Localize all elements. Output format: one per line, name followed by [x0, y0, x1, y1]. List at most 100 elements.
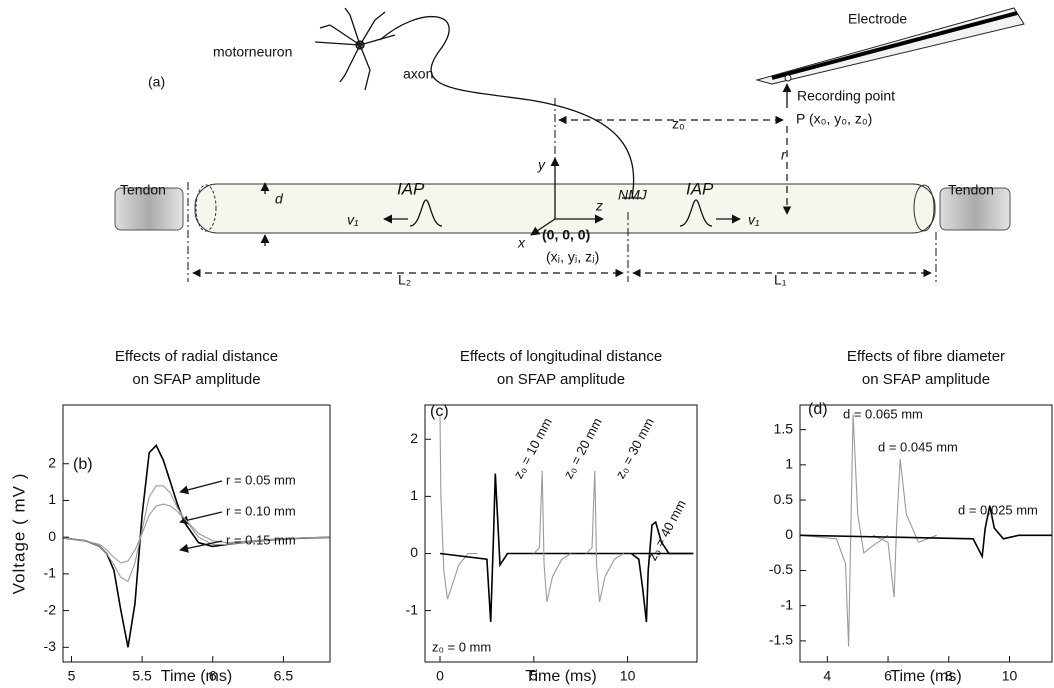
x-tick-label: 6: [884, 668, 892, 684]
diagram-label: z₀: [672, 116, 685, 132]
x-tick-label: 8: [945, 668, 953, 684]
diagram-label: IAP: [686, 179, 714, 198]
chart-title: on SFAP amplitude: [862, 371, 990, 388]
series-label: z₀ = 20 mm: [560, 415, 604, 481]
diagram-label: v₁: [748, 212, 760, 228]
series-label: z₀ = 30 mm: [612, 415, 656, 481]
series-line: [439, 416, 478, 600]
diagram-label: P (x₀, y₀, z₀): [796, 111, 872, 127]
x-tick-label: 10: [620, 668, 636, 684]
diagram-label: x: [517, 235, 526, 251]
x-tick-label: 6: [209, 668, 217, 684]
chart: Effects of radial distance on SFAP amplit…: [9, 348, 331, 685]
x-tick-label: 4: [823, 668, 831, 684]
series-label: d = 0.065 mm: [843, 406, 923, 421]
x-tick-label: 5: [68, 668, 76, 684]
chart: Effects of fibre diameter on SFAP amplitu…: [769, 348, 1053, 685]
iap-pulse: [409, 199, 443, 227]
y-tick-label: 1.5: [774, 420, 794, 436]
series-label: d = 0.045 mm: [878, 439, 958, 454]
panel-label: (a): [148, 74, 165, 90]
y-tick-label: 2: [48, 454, 56, 470]
x-axis-label: Time (ms): [525, 668, 596, 685]
series-line: [800, 505, 1052, 560]
y-tick-label: -1: [781, 596, 794, 612]
y-tick-label: 0.5: [774, 491, 794, 507]
axes-box: [62, 404, 331, 663]
x-tick-label: 5: [530, 668, 538, 684]
series-line: [630, 520, 694, 623]
y-tick-label: -1.5: [769, 632, 793, 648]
axes-box: [799, 404, 1053, 663]
x-tick-label: 6.5: [274, 668, 294, 684]
axis-arrow: [530, 218, 556, 236]
series-line: [872, 459, 937, 598]
recording-point: [784, 74, 792, 82]
y-tick-label: 0: [410, 544, 418, 560]
diagram-label: r: [781, 147, 787, 163]
iap-pulse: [679, 199, 713, 227]
y-tick-label: -1: [406, 601, 419, 617]
label-arrow: [179, 480, 223, 495]
motorneuron-icon: [314, 7, 396, 91]
tendon-left: [114, 187, 184, 231]
x-tick-label: 10: [1002, 668, 1018, 684]
diagram-label: L₂: [398, 272, 411, 288]
x-axis-label: Time (ms): [161, 668, 232, 685]
diagram-label: Recording point: [797, 88, 895, 104]
series-line: [63, 485, 330, 582]
series-label: r = 0.05 mm: [226, 472, 296, 487]
diagram-label: IAP: [397, 179, 425, 198]
diagram-label: motorneuron: [213, 44, 292, 60]
diagram-label: axon: [403, 66, 433, 82]
y-tick-label: -3: [44, 638, 57, 654]
chart-title: on SFAP amplitude: [132, 371, 260, 388]
x-tick-label: 0: [436, 668, 444, 684]
y-tick-label: 1: [48, 491, 56, 507]
chart-title: Effects of longitudinal distance: [460, 348, 662, 365]
diagram-label: v₁: [347, 212, 359, 228]
y-tick-label: 1: [785, 456, 793, 472]
diagram-label: Electrode: [848, 11, 907, 27]
y-tick-label: 0: [48, 528, 56, 544]
diagram-label: (0, 0, 0): [542, 227, 590, 243]
series-line: [63, 503, 330, 564]
chart-title: Effects of radial distance: [115, 348, 278, 365]
diagram-label: y: [537, 157, 546, 173]
series-label: d = 0.025 mm: [958, 502, 1038, 517]
diagram-label: Tendon: [948, 182, 994, 198]
panel-label: (b): [73, 456, 93, 473]
y-tick-label: 1: [410, 487, 418, 503]
diagram-label: (xⱼ, yⱼ, zⱼ): [546, 249, 599, 265]
diagram-label: z: [595, 198, 603, 214]
x-axis-label: Time (ms): [890, 668, 961, 685]
series-line: [439, 473, 694, 623]
chart-title: on SFAP amplitude: [497, 371, 625, 388]
series-label: r = 0.15 mm: [226, 532, 296, 547]
diagram-label: L₁: [774, 272, 787, 288]
fibre-end: [195, 184, 217, 232]
fibre-end: [913, 184, 935, 232]
series-line: [585, 470, 625, 603]
electrode-core: [771, 11, 1018, 80]
x-tick-label: 5.5: [132, 668, 152, 684]
label-arrow: [179, 511, 223, 525]
chart-title: Effects of fibre diameter: [847, 348, 1005, 365]
fibre: [194, 183, 936, 234]
axes-box: [424, 404, 698, 663]
panel-label: (d): [808, 401, 828, 418]
axon: [379, 15, 635, 199]
diagram: [114, 7, 1025, 282]
diagram-label: NMJ: [618, 187, 648, 203]
tendon-right: [939, 187, 1011, 231]
y-tick-label: -1: [44, 565, 57, 581]
series-label: r = 0.10 mm: [226, 503, 296, 518]
chart: Effects of longitudinal distance on SFAP …: [406, 348, 698, 685]
label-arrow: [179, 540, 223, 553]
y-tick-label: 0: [785, 526, 793, 542]
series-label: z₀ = 0 mm: [432, 639, 491, 654]
y-tick-label: 2: [410, 430, 418, 446]
panel-label: (c): [430, 403, 449, 420]
series-label: z₀ = 10 mm: [510, 415, 554, 481]
